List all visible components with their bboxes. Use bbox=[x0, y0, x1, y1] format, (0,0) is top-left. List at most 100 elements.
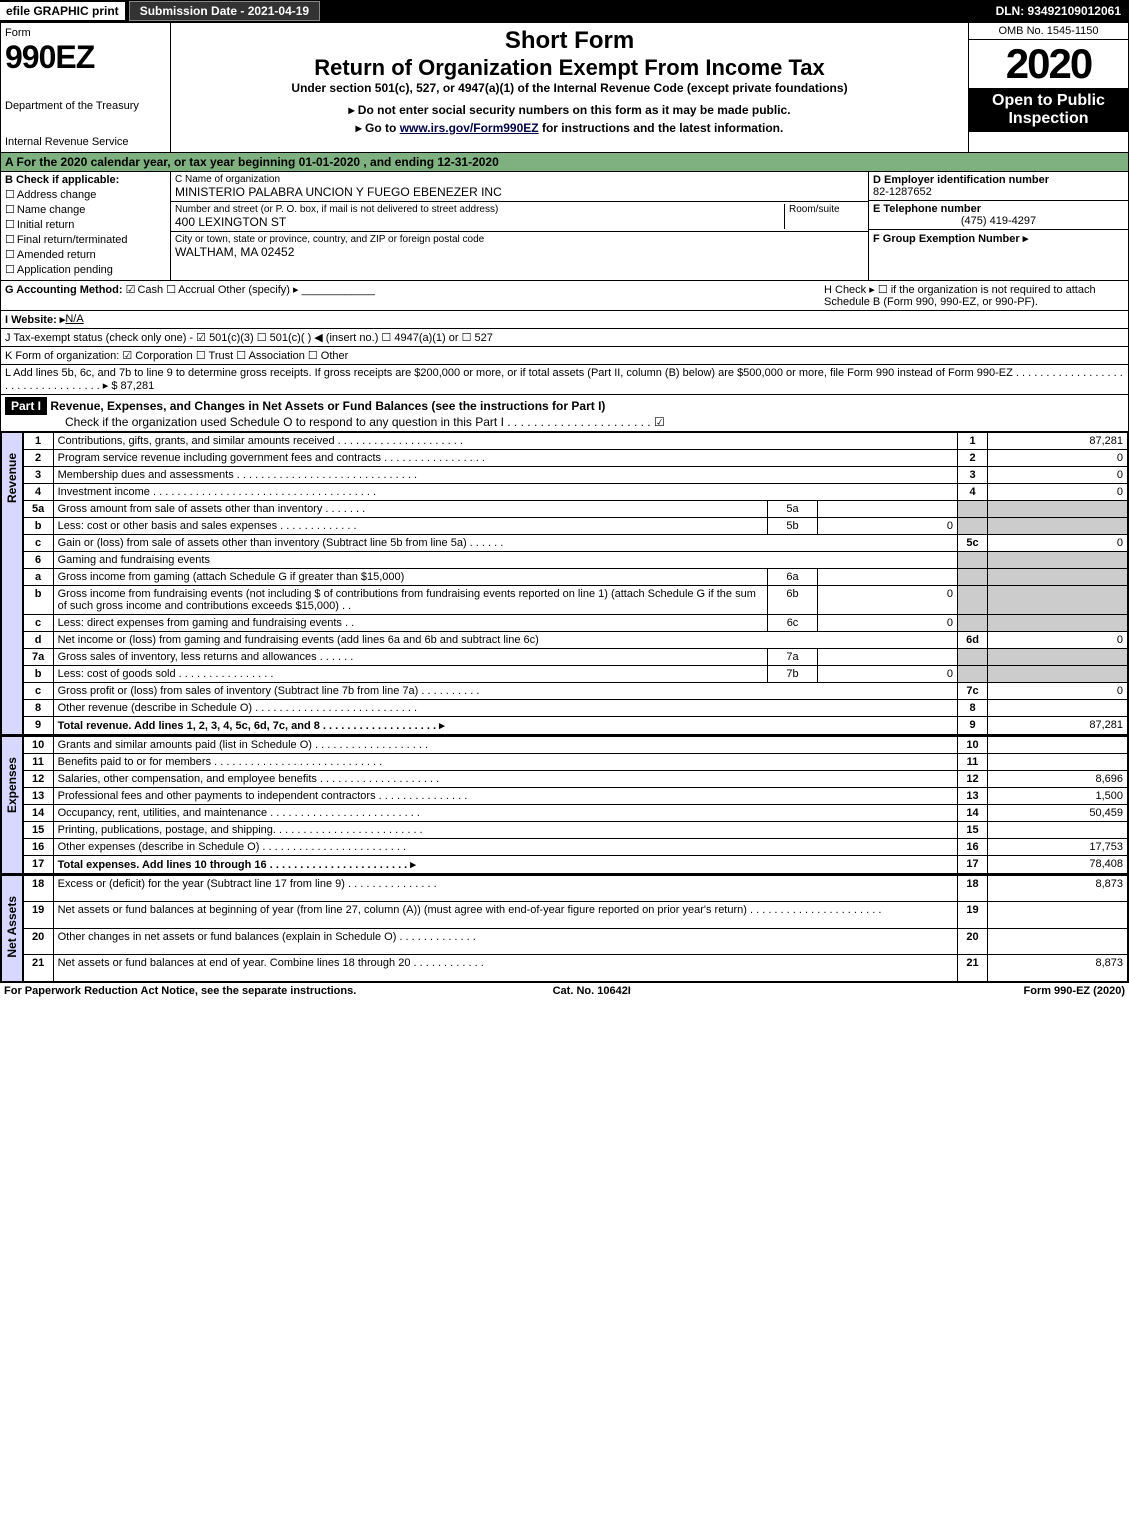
f-group-exemption: F Group Exemption Number ▸ bbox=[869, 230, 1128, 247]
ein-value: 82-1287652 bbox=[873, 186, 932, 198]
line-17: 17Total expenses. Add lines 10 through 1… bbox=[23, 856, 1127, 874]
irs-link[interactable]: www.irs.gov/Form990EZ bbox=[400, 121, 539, 135]
line-5a: 5aGross amount from sale of assets other… bbox=[23, 501, 1127, 518]
line-5b: bLess: cost or other basis and sales exp… bbox=[23, 518, 1127, 535]
net-assets-vlabel: Net Assets bbox=[1, 875, 23, 982]
ein-label: D Employer identification number bbox=[873, 174, 1049, 186]
line-9: 9Total revenue. Add lines 1, 2, 3, 4, 5c… bbox=[23, 717, 1127, 735]
line-10: 10Grants and similar amounts paid (list … bbox=[23, 737, 1127, 754]
form-header: Form 990EZ Department of the Treasury In… bbox=[0, 22, 1129, 153]
website-label: I Website: ▸ bbox=[5, 313, 65, 326]
col-c-org-info: C Name of organization MINISTERIO PALABR… bbox=[171, 172, 868, 280]
goto-pre: ▸ Go to bbox=[356, 121, 400, 135]
efile-print-label[interactable]: efile GRAPHIC print bbox=[0, 2, 125, 20]
part1-check: Check if the organization used Schedule … bbox=[5, 415, 665, 429]
c-name-row: C Name of organization MINISTERIO PALABR… bbox=[171, 172, 868, 202]
block-b-c-d: B Check if applicable: Address change Na… bbox=[0, 172, 1129, 281]
c-name-label: C Name of organization bbox=[175, 174, 502, 185]
c-street-label: Number and street (or P. O. box, if mail… bbox=[175, 204, 784, 215]
line-7c: cGross profit or (loss) from sales of in… bbox=[23, 683, 1127, 700]
j-tax-exempt: J Tax-exempt status (check only one) - ☑… bbox=[5, 331, 493, 344]
other-specify: Other (specify) ▸ bbox=[218, 284, 299, 296]
chk-address-change[interactable]: Address change bbox=[5, 188, 166, 201]
form-footer-label: Form 990-EZ (2020) bbox=[1024, 985, 1125, 997]
line-13: 13Professional fees and other payments t… bbox=[23, 788, 1127, 805]
group-label: F Group Exemption Number ▸ bbox=[873, 233, 1028, 245]
submission-date: Submission Date - 2021-04-19 bbox=[129, 1, 320, 21]
chk-amended-return[interactable]: Amended return bbox=[5, 248, 166, 261]
line-6: 6Gaming and fundraising events bbox=[23, 552, 1127, 569]
top-bar: efile GRAPHIC print Submission Date - 20… bbox=[0, 0, 1129, 22]
part1-label: Part I bbox=[5, 397, 47, 415]
chk-application-pending[interactable]: Application pending bbox=[5, 263, 166, 276]
line-2: 2Program service revenue including gover… bbox=[23, 450, 1127, 467]
c-street-row: Number and street (or P. O. box, if mail… bbox=[171, 202, 868, 232]
goto-instructions: ▸ Go to www.irs.gov/Form990EZ for instru… bbox=[177, 121, 962, 135]
c-city-row: City or town, state or province, country… bbox=[171, 232, 868, 261]
line-6b: bGross income from fundraising events (n… bbox=[23, 586, 1127, 615]
col-d-e-f: D Employer identification number 82-1287… bbox=[868, 172, 1128, 280]
net-assets-section: Net Assets 18Excess or (deficit) for the… bbox=[0, 875, 1129, 983]
header-center: Short Form Return of Organization Exempt… bbox=[171, 23, 968, 152]
line-4: 4Investment income . . . . . . . . . . .… bbox=[23, 484, 1127, 501]
tax-year-line: A For the 2020 calendar year, or tax yea… bbox=[0, 153, 1129, 172]
chk-accrual[interactable]: Accrual bbox=[166, 284, 215, 296]
part1-title: Revenue, Expenses, and Changes in Net As… bbox=[50, 399, 605, 413]
form-number: 990EZ bbox=[5, 39, 166, 76]
e-telephone: E Telephone number (475) 419-4297 bbox=[869, 201, 1128, 230]
g-accounting-label: G Accounting Method: bbox=[5, 284, 123, 296]
line-15: 15Printing, publications, postage, and s… bbox=[23, 822, 1127, 839]
part1-header: Part I Revenue, Expenses, and Changes in… bbox=[0, 395, 1129, 432]
no-ssn-notice: ▸ Do not enter social security numbers o… bbox=[177, 103, 962, 117]
line-19: 19Net assets or fund balances at beginni… bbox=[23, 902, 1127, 928]
k-form-org: K Form of organization: ☑ Corporation ☐ … bbox=[5, 349, 348, 362]
line-20: 20Other changes in net assets or fund ba… bbox=[23, 928, 1127, 954]
page-footer: For Paperwork Reduction Act Notice, see … bbox=[0, 983, 1129, 999]
l-gross-receipts: L Add lines 5b, 6c, and 7b to line 9 to … bbox=[5, 367, 1124, 392]
header-left: Form 990EZ Department of the Treasury In… bbox=[1, 23, 171, 152]
expenses-table: 10Grants and similar amounts paid (list … bbox=[23, 736, 1128, 874]
chk-name-change[interactable]: Name change bbox=[5, 203, 166, 216]
tel-value: (475) 419-4297 bbox=[873, 215, 1124, 227]
tax-year: 2020 bbox=[969, 40, 1128, 88]
website-value: N/A bbox=[65, 313, 83, 326]
goto-post: for instructions and the latest informat… bbox=[539, 121, 784, 135]
dept-treasury: Department of the Treasury bbox=[5, 100, 166, 112]
dln-label: DLN: 93492109012061 bbox=[996, 4, 1129, 18]
col-b-check-applicable: B Check if applicable: Address change Na… bbox=[1, 172, 171, 280]
omb-number: OMB No. 1545-1150 bbox=[969, 23, 1128, 40]
open-public-inspection: Open to Public Inspection bbox=[969, 88, 1128, 132]
line-3: 3Membership dues and assessments . . . .… bbox=[23, 467, 1127, 484]
line-16: 16Other expenses (describe in Schedule O… bbox=[23, 839, 1127, 856]
expenses-vlabel: Expenses bbox=[1, 736, 23, 874]
line-6a: aGross income from gaming (attach Schedu… bbox=[23, 569, 1127, 586]
org-street: 400 LEXINGTON ST bbox=[175, 215, 784, 229]
short-form-title: Short Form bbox=[177, 27, 962, 55]
g-h-row: G Accounting Method: Cash Accrual Other … bbox=[0, 281, 1129, 311]
line-6c: cLess: direct expenses from gaming and f… bbox=[23, 615, 1127, 632]
form-label: Form bbox=[5, 27, 166, 39]
cat-no: Cat. No. 10642I bbox=[553, 985, 631, 997]
paperwork-notice: For Paperwork Reduction Act Notice, see … bbox=[4, 985, 356, 997]
line-11: 11Benefits paid to or for members . . . … bbox=[23, 754, 1127, 771]
line-18: 18Excess or (deficit) for the year (Subt… bbox=[23, 876, 1127, 902]
irs-label: Internal Revenue Service bbox=[5, 136, 166, 148]
return-title: Return of Organization Exempt From Incom… bbox=[177, 55, 962, 81]
line-7b: bLess: cost of goods sold . . . . . . . … bbox=[23, 666, 1127, 683]
revenue-vlabel: Revenue bbox=[1, 432, 23, 735]
revenue-table: 1Contributions, gifts, grants, and simil… bbox=[23, 432, 1128, 735]
line-21: 21Net assets or fund balances at end of … bbox=[23, 955, 1127, 981]
line-5c: cGain or (loss) from sale of assets othe… bbox=[23, 535, 1127, 552]
revenue-section: Revenue 1Contributions, gifts, grants, a… bbox=[0, 432, 1129, 736]
under-section: Under section 501(c), 527, or 4947(a)(1)… bbox=[177, 81, 962, 95]
chk-cash[interactable]: Cash bbox=[126, 284, 164, 296]
j-tax-exempt-row: J Tax-exempt status (check only one) - ☑… bbox=[0, 329, 1129, 347]
chk-final-return[interactable]: Final return/terminated bbox=[5, 233, 166, 246]
line-1: 1Contributions, gifts, grants, and simil… bbox=[23, 433, 1127, 450]
chk-initial-return[interactable]: Initial return bbox=[5, 218, 166, 231]
org-city: WALTHAM, MA 02452 bbox=[175, 245, 484, 259]
b-title: B Check if applicable: bbox=[5, 174, 119, 186]
room-suite-label: Room/suite bbox=[784, 204, 864, 229]
tel-label: E Telephone number bbox=[873, 203, 981, 215]
d-ein: D Employer identification number 82-1287… bbox=[869, 172, 1128, 201]
